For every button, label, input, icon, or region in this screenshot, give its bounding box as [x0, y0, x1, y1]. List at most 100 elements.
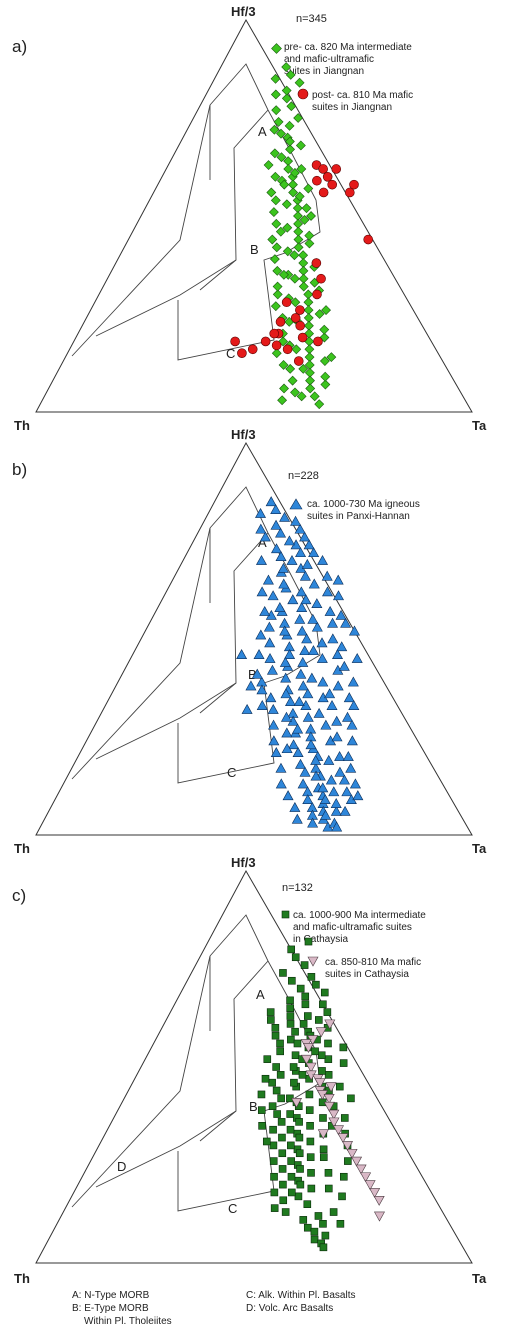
- data-point-triangle: [299, 531, 311, 542]
- data-point-triangle: [295, 547, 307, 558]
- data-point-triangle: [338, 774, 350, 785]
- data-point-square: [324, 1169, 333, 1177]
- panel-label: a): [12, 37, 27, 56]
- data-point-triangle: [331, 731, 343, 742]
- ternary-panel-c: c) Hf/3 Th Ta n=132 A B C D ca. 1000-900…: [12, 855, 487, 1286]
- data-point-circle: [312, 289, 322, 300]
- data-point-square: [286, 996, 294, 1005]
- data-point-diamond: [303, 183, 314, 194]
- data-point-triangle: [332, 680, 344, 691]
- data-points: [257, 937, 385, 1252]
- data-point-diamond: [285, 363, 296, 374]
- data-point-square: [276, 1071, 285, 1079]
- field-label-a: A: [258, 124, 267, 139]
- data-point-square: [268, 1102, 277, 1110]
- data-point-diamond: [289, 250, 300, 261]
- data-point-square: [276, 1047, 285, 1056]
- data-point-square: [319, 1153, 328, 1161]
- data-point-circle: [247, 344, 258, 355]
- data-point-circle: [290, 313, 301, 323]
- data-point-square: [340, 1114, 349, 1122]
- data-point-square: [324, 1071, 333, 1079]
- legend-entry-0-line-0: ca. 1000-900 Ma intermediate: [293, 910, 426, 921]
- data-point-square: [291, 953, 300, 962]
- data-point-circle: [275, 317, 286, 327]
- data-point-diamond: [270, 171, 281, 182]
- data-point-diamond: [304, 230, 315, 241]
- data-point-triangle: [292, 723, 304, 734]
- data-point-square: [290, 1078, 298, 1087]
- data-point-triangle: [287, 594, 299, 605]
- field-label-b: B: [250, 242, 259, 257]
- data-point-triangle: [251, 668, 263, 679]
- data-point-square: [317, 1051, 326, 1060]
- data-point-square: [305, 1106, 314, 1114]
- data-point-diamond: [281, 85, 292, 96]
- field-key-c: C: Alk. Within Pl. Basalts: [246, 1290, 355, 1301]
- data-point-diamond: [293, 113, 304, 123]
- data-point-triangle: [291, 813, 303, 824]
- data-point-square: [287, 1141, 295, 1150]
- data-points: [236, 496, 364, 832]
- data-point-diamond: [284, 136, 295, 147]
- data-point-square: [287, 945, 296, 954]
- data-point-square: [310, 1235, 319, 1244]
- legend-entry-0-line-1: and mafic-ultramafic: [284, 54, 374, 65]
- legend-entry-0-line-0: pre- ca. 820 Ma intermediate: [284, 42, 412, 53]
- field-label-b: B: [249, 1099, 258, 1114]
- data-point-triangle-down: [346, 1148, 358, 1159]
- data-point-triangle: [296, 602, 308, 612]
- data-point-triangle: [279, 511, 291, 522]
- data-point-square: [278, 1165, 287, 1173]
- legend-marker-triangle-down: [307, 956, 319, 967]
- data-point-diamond: [293, 242, 304, 253]
- data-point-triangle: [255, 629, 267, 640]
- data-point-triangle: [302, 711, 314, 722]
- data-point-square: [269, 1157, 278, 1165]
- data-point-triangle: [346, 719, 358, 730]
- data-point-triangle: [328, 786, 340, 797]
- field-label-c: C: [228, 1201, 237, 1216]
- data-point-triangle: [338, 660, 350, 671]
- data-point-diamond: [301, 203, 312, 214]
- data-point-triangle: [340, 617, 352, 628]
- data-point-square: [318, 1067, 326, 1075]
- data-point-square: [291, 1027, 299, 1036]
- data-point-triangle: [316, 652, 328, 663]
- data-point-square: [312, 980, 320, 989]
- data-point-square: [299, 1216, 308, 1224]
- data-point-triangle: [348, 625, 360, 636]
- data-point-square: [257, 1106, 266, 1114]
- data-point-diamond: [296, 164, 307, 174]
- data-point-triangle-down: [314, 1078, 326, 1089]
- data-point-square: [279, 969, 287, 977]
- data-point-diamond: [271, 242, 282, 253]
- data-point-triangle: [281, 743, 293, 754]
- field-label-a: A: [258, 535, 267, 550]
- data-point-square: [277, 1094, 285, 1103]
- data-point-diamond: [314, 309, 325, 319]
- data-point-square: [300, 961, 309, 969]
- data-point-square: [262, 1137, 271, 1146]
- data-point-diamond: [289, 273, 300, 284]
- data-point-triangle: [275, 778, 287, 789]
- data-point-diamond: [321, 305, 331, 316]
- data-point-triangle: [274, 602, 286, 612]
- field-label-b: B: [248, 667, 257, 682]
- data-point-square: [305, 1090, 314, 1099]
- data-point-square: [298, 1071, 307, 1079]
- data-point-diamond: [269, 254, 280, 265]
- data-point-triangle: [275, 762, 287, 773]
- data-point-diamond: [272, 289, 283, 300]
- data-point-triangle: [327, 617, 339, 628]
- data-point-square: [323, 1008, 332, 1016]
- panel-label: b): [12, 460, 27, 479]
- data-point-triangle: [308, 578, 320, 589]
- data-point-diamond: [309, 391, 320, 402]
- data-point-square: [277, 1118, 286, 1126]
- data-point-triangle-down: [332, 1125, 344, 1136]
- data-point-triangle: [292, 747, 304, 757]
- data-point-triangle: [342, 711, 354, 722]
- data-point-triangle: [284, 649, 296, 659]
- data-point-triangle: [302, 688, 314, 699]
